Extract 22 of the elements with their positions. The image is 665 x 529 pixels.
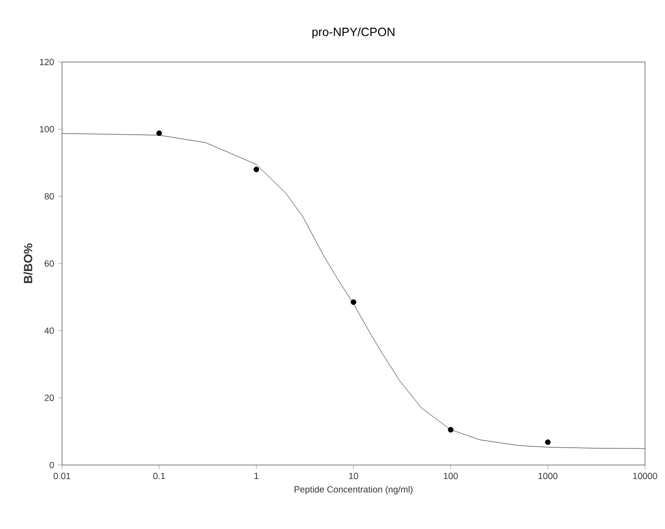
y-tick-label: 60 — [44, 260, 54, 267]
point — [448, 426, 454, 433]
y-tick-label: 40 — [44, 327, 54, 334]
x-tick-label: 1 — [254, 472, 258, 479]
y-axis-title: B/BO% — [24, 244, 32, 283]
point — [254, 166, 260, 172]
y-tick-label: 80 — [44, 193, 54, 200]
x-tick-label: 100 — [444, 472, 458, 480]
y-tick-label: 100 — [40, 126, 54, 132]
y-tick-label: 0 — [50, 462, 54, 468]
x-tick-label: 10 — [349, 472, 358, 480]
y-tick-label: 20 — [44, 394, 54, 402]
chart-title: pro-NPY/CPON — [312, 27, 394, 38]
x-tick-label: 0.1 — [153, 472, 165, 480]
point — [545, 439, 551, 445]
y-tick-label: 120 — [40, 58, 54, 66]
point — [350, 299, 356, 305]
x-tick-label: 0.01 — [54, 472, 70, 480]
x-tick-label: 1000 — [538, 472, 558, 480]
x-axis-title: Peptide Concentration (ng/ml) — [294, 486, 412, 494]
x-tick-label: 10000 — [633, 472, 658, 480]
point — [156, 130, 162, 136]
